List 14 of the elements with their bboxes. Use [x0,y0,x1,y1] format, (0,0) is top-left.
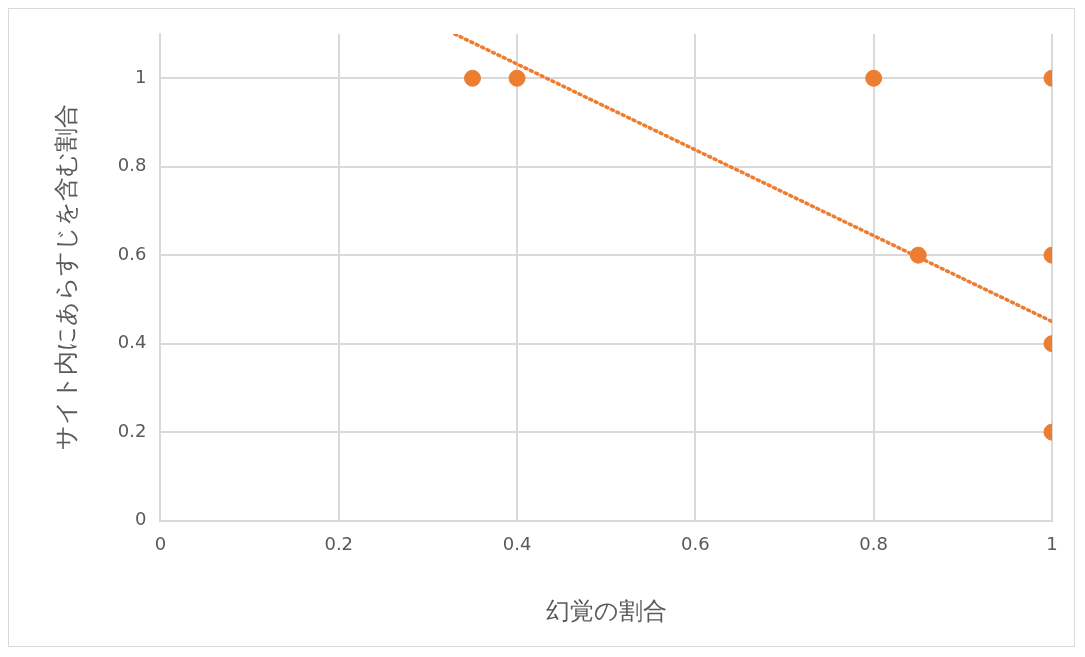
y-tick-label: 0.2 [117,419,147,441]
y-tick-label: 0 [134,508,147,530]
y-tick-label: 0.8 [117,154,147,176]
y-tick-label: 1 [134,65,147,87]
y-axis-title: サイト内にあらすじを含む割合 [51,104,80,451]
x-tick-label: 0 [154,533,167,555]
x-tick-label: 0.8 [859,533,889,555]
x-axis-title: 幻覚の割合 [545,596,667,625]
x-tick-label: 1 [1046,533,1058,555]
x-tick-label: 0.4 [502,533,532,555]
x-tick-label: 0.2 [324,533,354,555]
y-tick-label: 0.4 [117,331,147,353]
y-tick-label: 0.6 [117,242,147,264]
x-tick-label: 0.6 [681,533,710,555]
